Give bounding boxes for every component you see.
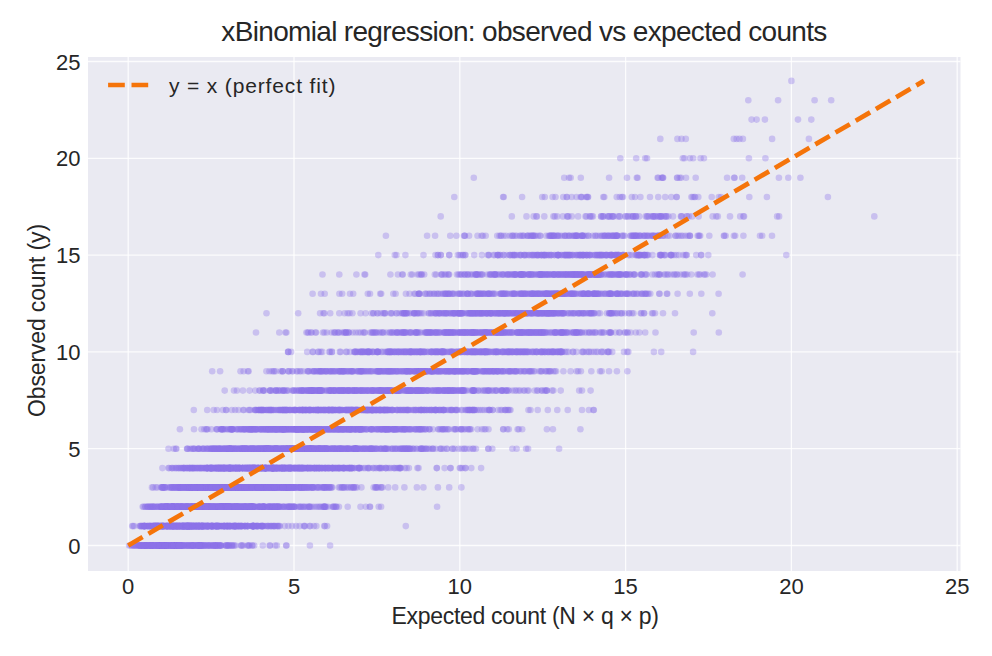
svg-text:25: 25 bbox=[945, 574, 969, 599]
svg-text:10: 10 bbox=[448, 574, 472, 599]
svg-text:15: 15 bbox=[56, 243, 80, 268]
svg-text:5: 5 bbox=[68, 437, 80, 462]
svg-text:Observed count (y): Observed count (y) bbox=[24, 224, 50, 417]
svg-text:0: 0 bbox=[68, 534, 80, 559]
svg-text:20: 20 bbox=[56, 146, 80, 171]
svg-text:20: 20 bbox=[779, 574, 803, 599]
svg-text:5: 5 bbox=[288, 574, 300, 599]
svg-text:xBinomial regression: observed: xBinomial regression: observed vs expect… bbox=[221, 16, 826, 47]
svg-text:25: 25 bbox=[56, 50, 80, 75]
svg-text:y = x (perfect fit): y = x (perfect fit) bbox=[169, 74, 336, 97]
svg-text:10: 10 bbox=[56, 340, 80, 365]
svg-text:0: 0 bbox=[122, 574, 134, 599]
svg-text:Expected count (N × q × p): Expected count (N × q × p) bbox=[391, 603, 658, 629]
svg-text:15: 15 bbox=[613, 574, 637, 599]
